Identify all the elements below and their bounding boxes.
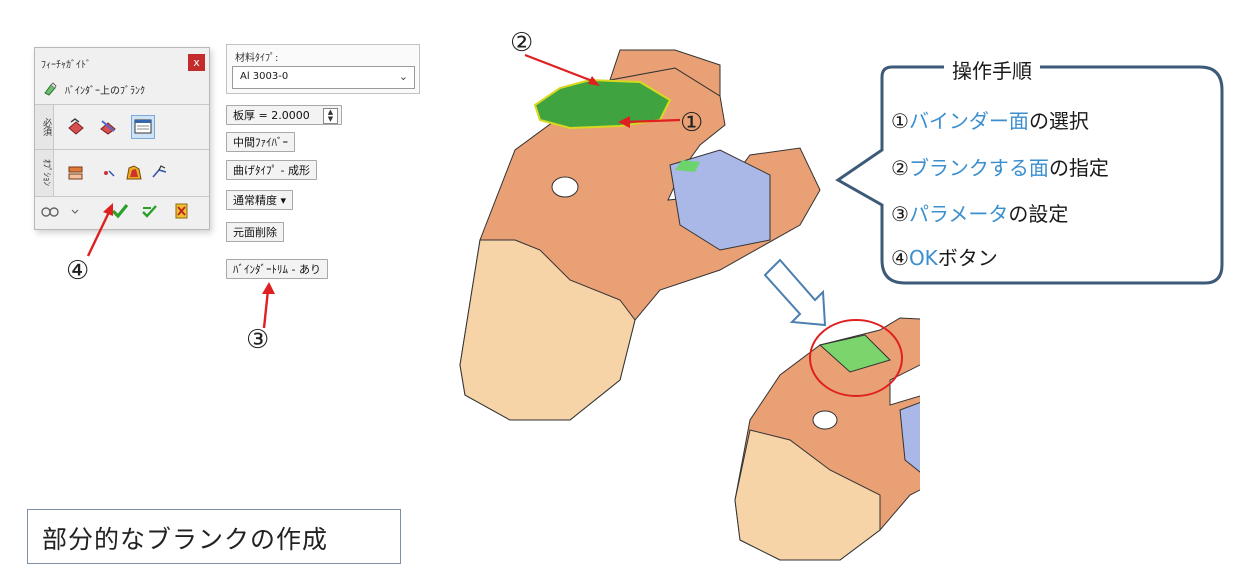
select-blank-face-icon[interactable] bbox=[97, 116, 119, 138]
chevron-down-icon: ⌄ bbox=[398, 70, 408, 83]
caption-box: 部分的なブランクの作成 bbox=[27, 509, 401, 564]
down-arrow-icon bbox=[763, 258, 827, 327]
green-face bbox=[533, 78, 672, 130]
marker-3: ③ bbox=[246, 325, 270, 355]
point-option-icon[interactable] bbox=[97, 162, 119, 184]
step-2: ②ブランクする面の指定 bbox=[891, 156, 1109, 180]
callout-bubble bbox=[835, 65, 1224, 285]
spinner-icon[interactable]: ▲ ▼ bbox=[323, 108, 338, 124]
marker-4: ④ bbox=[66, 256, 90, 286]
panel-footer bbox=[35, 198, 209, 224]
arrow-head-4 bbox=[103, 203, 113, 216]
select-binder-icon[interactable] bbox=[65, 116, 87, 138]
edge-option-icon[interactable] bbox=[65, 162, 87, 184]
step-3: ③パラメータの設定 bbox=[891, 202, 1069, 226]
mode-label: ﾊﾞｲﾝﾀﾞｰ上のﾌﾞﾗﾝｸ bbox=[65, 85, 145, 97]
marker-1: ① bbox=[680, 108, 704, 138]
left-arrows bbox=[86, 203, 275, 329]
panel-title: ﾌｨｰﾁｬｶﾞｲﾄﾞ bbox=[41, 60, 91, 71]
binder-blank-icon bbox=[44, 82, 57, 96]
options-group-label: ｵﾌﾟｼｮﾝ bbox=[35, 150, 54, 196]
arrow-head-3 bbox=[262, 282, 275, 294]
precision-dropdown[interactable]: 通常精度 ▾ bbox=[226, 190, 294, 210]
cancel-icon[interactable] bbox=[171, 200, 193, 222]
dropdown-arrow-icon[interactable] bbox=[69, 200, 81, 222]
remove-face-button[interactable]: 元面削除 bbox=[226, 222, 284, 242]
part-illustration bbox=[459, 49, 920, 561]
highlight-circle bbox=[809, 319, 903, 397]
blue-face bbox=[669, 149, 771, 251]
step-4: ④OKボタン bbox=[891, 246, 998, 270]
callout-title: 操作手順 bbox=[944, 55, 1040, 84]
marker-2: ② bbox=[510, 28, 534, 58]
required-group: 必須 bbox=[35, 104, 209, 150]
parameter-table-icon[interactable] bbox=[131, 115, 155, 139]
material-type-group: 材料ﾀｲﾌﾟ: Al 3003-0 ⌄ bbox=[226, 44, 420, 94]
material-type-label: 材料ﾀｲﾌﾟ: bbox=[235, 53, 279, 64]
mode-row[interactable]: ﾊﾞｲﾝﾀﾞｰ上のﾌﾞﾗﾝｸ bbox=[43, 80, 145, 98]
required-group-label: 必須 bbox=[35, 105, 54, 149]
material-type-select[interactable]: Al 3003-0 ⌄ bbox=[232, 66, 415, 89]
preview-glasses-icon[interactable] bbox=[39, 200, 61, 222]
bend-type-button[interactable]: 曲げﾀｲﾌﾟ - 成形 bbox=[226, 160, 317, 180]
mid-fiber-button[interactable]: 中間ﾌｧｲﾊﾞｰ bbox=[226, 132, 295, 152]
close-button[interactable]: x bbox=[188, 54, 205, 71]
caption-text: 部分的なブランクの作成 bbox=[42, 525, 329, 554]
flatten-option-icon[interactable] bbox=[149, 162, 171, 184]
material-type-value: Al 3003-0 bbox=[240, 71, 289, 82]
upper-part bbox=[459, 49, 821, 421]
thickness-label: 板厚 = 2.0000 bbox=[233, 109, 310, 122]
feature-guide-panel: ﾌｨｰﾁｬｶﾞｲﾄﾞ x ﾊﾞｲﾝﾀﾞｰ上のﾌﾞﾗﾝｸ 必須 ｵﾌﾟｼｮﾝ bbox=[34, 47, 210, 230]
thickness-field[interactable]: 板厚 = 2.0000 ▲ ▼ bbox=[226, 105, 342, 125]
thickness-map-icon[interactable] bbox=[123, 162, 145, 184]
options-group: ｵﾌﾟｼｮﾝ bbox=[35, 149, 209, 197]
ok-check-icon[interactable] bbox=[109, 200, 131, 222]
apply-check-icon[interactable] bbox=[139, 200, 161, 222]
hole bbox=[551, 176, 579, 198]
lower-part bbox=[734, 317, 920, 561]
binder-trim-button[interactable]: ﾊﾞｲﾝﾀﾞｰﾄﾘﾑ - あり bbox=[226, 259, 328, 279]
step-1: ①バインダー面の選択 bbox=[891, 109, 1089, 133]
